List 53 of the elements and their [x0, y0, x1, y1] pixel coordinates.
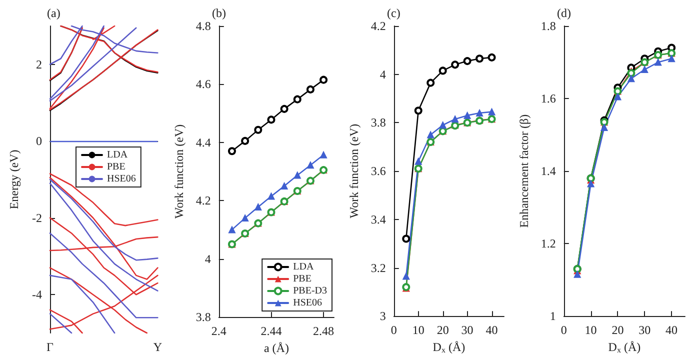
y-tick-label: 3.6 [370, 164, 386, 178]
y-tick-label: 3.4 [370, 212, 386, 226]
x-tick-label: 0 [390, 323, 397, 338]
x-tick-label: 30 [461, 323, 474, 338]
y-tick-label: 4.4 [196, 135, 211, 150]
chart-title: (d) [557, 6, 571, 20]
y-tick-label: 2 [36, 57, 42, 72]
x-tick-label: Γ [46, 340, 54, 354]
y-tick-label: -2 [32, 210, 42, 225]
legend-label: PBE-D3 [293, 286, 328, 296]
y-tick-label: 4.6 [196, 77, 211, 92]
y-tick-label: -4 [32, 288, 42, 302]
y-tick-label: 1.6 [540, 92, 556, 106]
y-tick-label: 4.8 [196, 19, 211, 33]
y-tick-label: 3.8 [196, 310, 211, 324]
x-tick-label: 2.44 [260, 324, 282, 338]
y-tick-label: 1.2 [540, 236, 556, 251]
y-axis-title: Energy (eV) [7, 150, 21, 210]
x-tick-label: 40 [666, 323, 678, 338]
y-tick-label: 4.2 [196, 194, 211, 208]
chart-title: (a) [47, 6, 60, 20]
y-axis-title: Enhancement factor (β) [517, 114, 531, 228]
x-tick-label: Y [153, 340, 162, 354]
y-tick-label: 1 [550, 309, 556, 324]
y-tick-label: 1.8 [540, 19, 556, 33]
x-tick-label: 0 [560, 323, 567, 338]
y-tick-label: 3.2 [370, 260, 386, 275]
chart-title: (c) [387, 6, 400, 20]
legend-label: LDA [293, 262, 314, 272]
x-tick-label: 10 [584, 323, 597, 338]
x-tick-label: 10 [412, 323, 424, 338]
x-tick-label: 20 [436, 323, 449, 338]
y-axis-title: Work function (eV) [347, 124, 361, 218]
y-tick-label: 3.8 [370, 116, 386, 130]
x-tick-label: 40 [486, 323, 498, 338]
y-tick-label: 1.4 [540, 164, 556, 178]
legend-label: LDA [107, 150, 128, 160]
legend-label: HSE06 [107, 174, 136, 184]
legend-label: HSE06 [293, 298, 322, 308]
y-tick-label: 4.2 [370, 19, 386, 33]
y-tick-label: 4 [380, 67, 386, 82]
legend-label: PBE [107, 162, 126, 172]
y-tick-label: 0 [36, 134, 42, 148]
x-tick-label: 30 [638, 323, 651, 338]
chart-title: (b) [212, 6, 226, 20]
x-tick-label: 20 [612, 323, 624, 338]
y-tick-label: 3 [380, 309, 386, 324]
y-tick-label: 4 [204, 252, 211, 266]
x-tick-label: 2.4 [211, 324, 226, 338]
x-axis-title: a (Å) [264, 340, 289, 355]
y-axis-title: Work function (eV) [172, 124, 186, 219]
x-tick-label: 2.48 [313, 324, 334, 338]
legend-label: PBE [293, 274, 312, 284]
